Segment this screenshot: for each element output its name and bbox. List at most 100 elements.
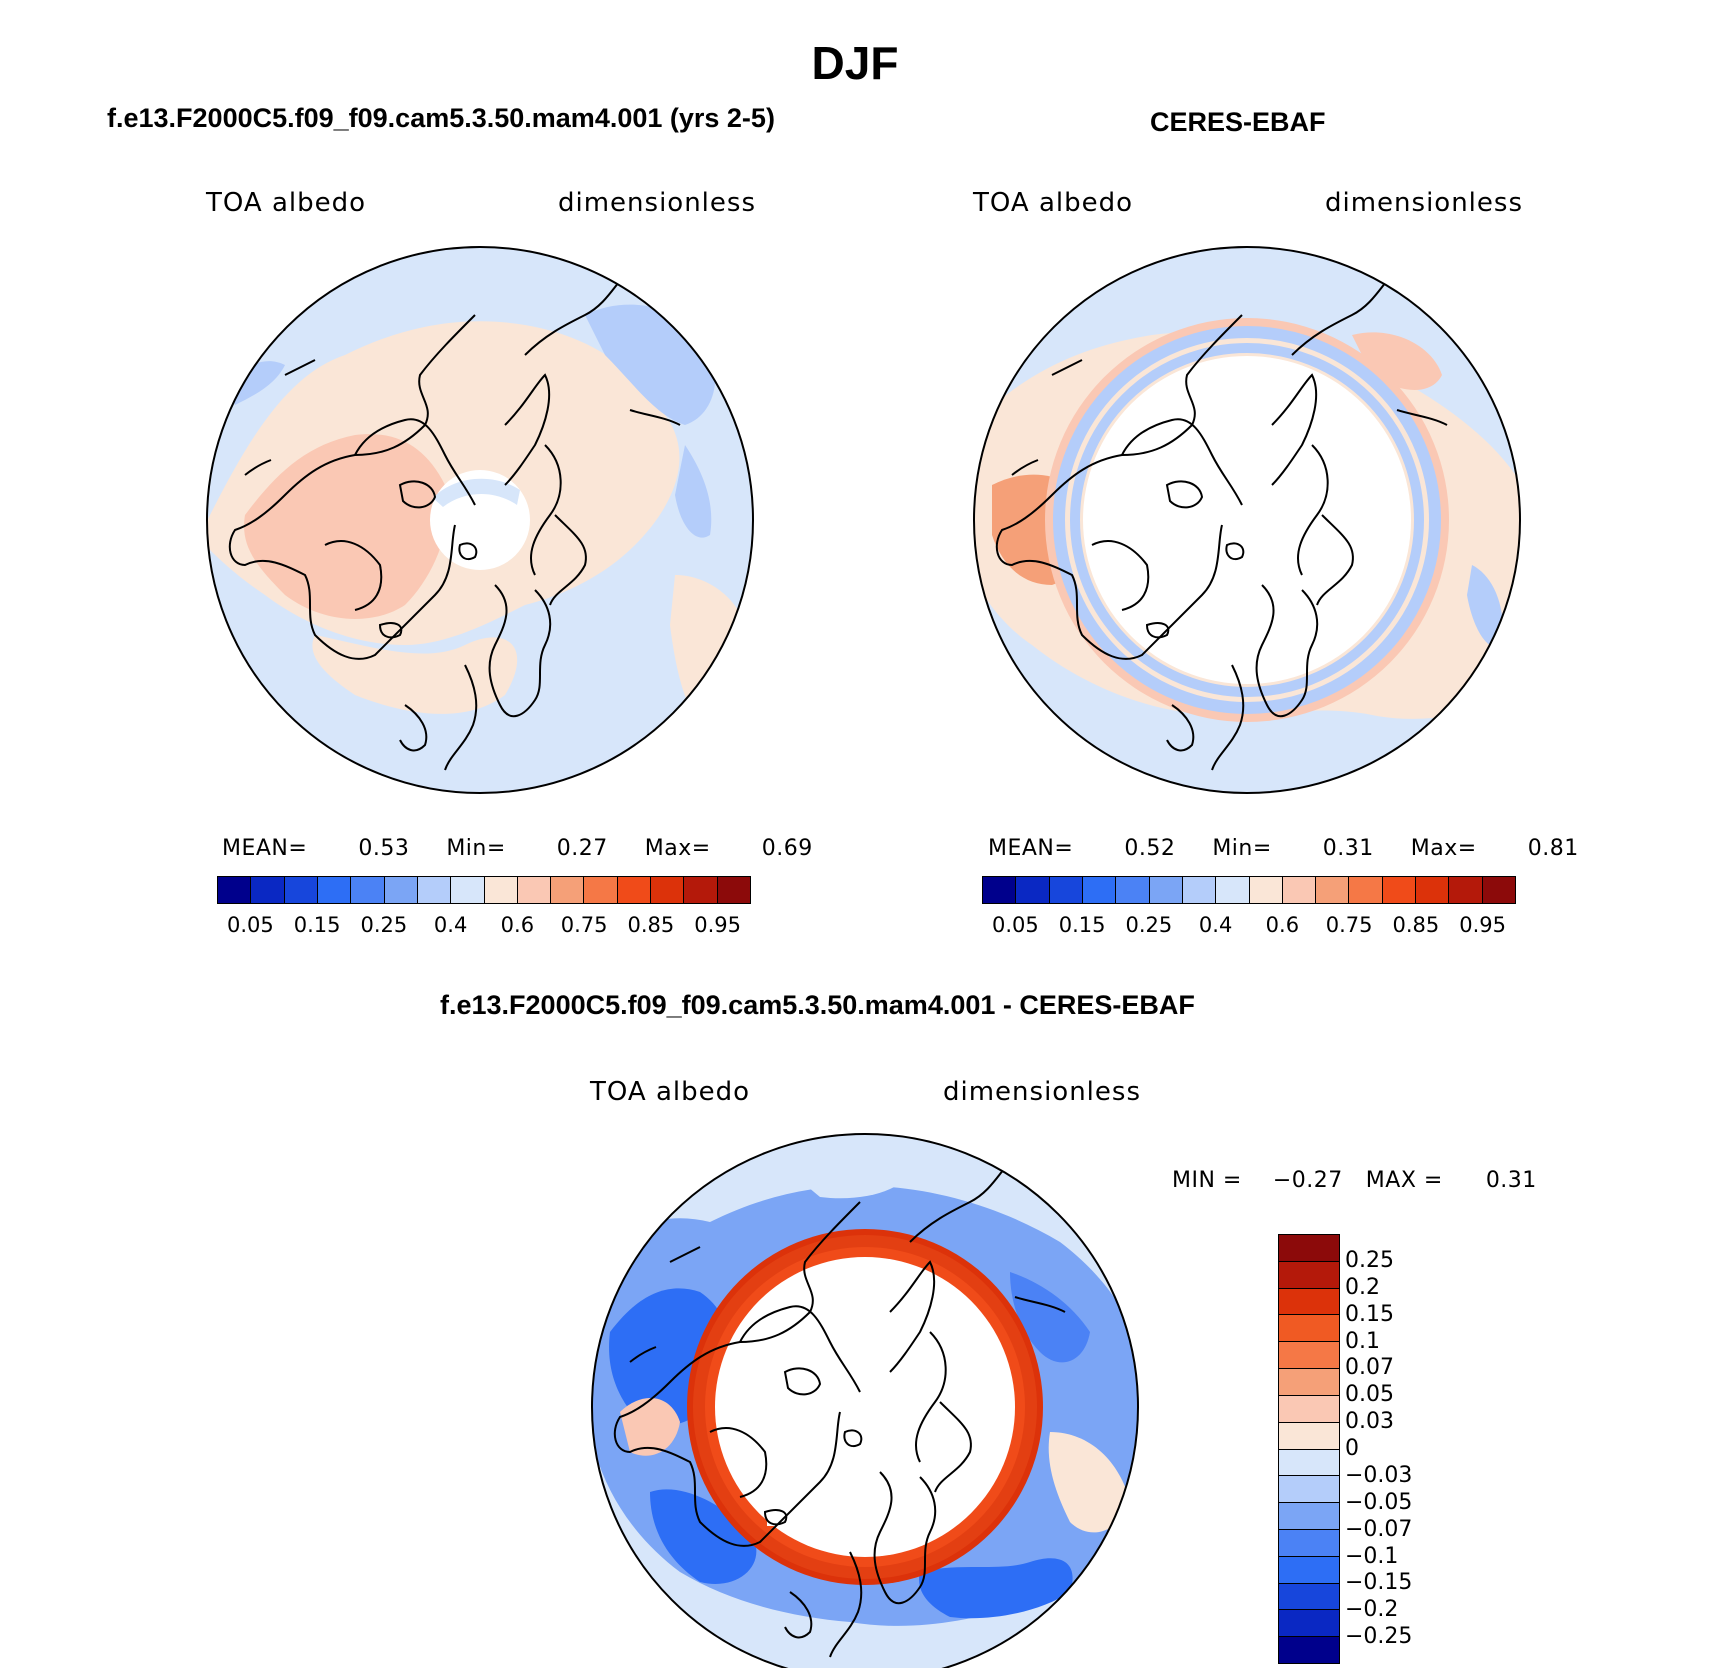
model-colorbar-bin	[251, 877, 285, 903]
diff-colorbar-bin	[1279, 1503, 1339, 1530]
diff-colorbar-tick: −0.03	[1345, 1462, 1413, 1488]
model-stats: MEAN= 0.53 Min= 0.27 Max= 0.69	[222, 836, 813, 861]
model-colorbar-bin	[317, 877, 352, 903]
model-colorbar-bin	[451, 877, 485, 903]
obs-colorbar-bin	[1382, 877, 1417, 903]
model-colorbar-bin	[417, 877, 452, 903]
model-colorbar-tick: 0.85	[627, 913, 675, 937]
model-colorbar-tick: 0.25	[360, 913, 408, 937]
diff-colorbar-bin	[1279, 1235, 1339, 1262]
diff-max-value: 0.31	[1485, 1168, 1537, 1193]
obs-colorbar-tick: 0.95	[1459, 913, 1506, 937]
model-panel-title: f.e13.F2000C5.f09_f09.cam5.3.50.mam4.001…	[107, 103, 775, 133]
diff-colorbar-bin	[1279, 1610, 1339, 1638]
obs-max-value: 0.81	[1527, 836, 1579, 861]
obs-colorbar-tick: 0.25	[1125, 913, 1173, 937]
model-colorbar-bin	[284, 877, 318, 903]
model-colorbar-bin	[218, 877, 252, 903]
diff-colorbar-tick: 0.07	[1345, 1355, 1394, 1381]
model-colorbar-bin	[351, 877, 385, 903]
model-colorbar-bin	[517, 877, 552, 903]
diff-colorbar	[1278, 1234, 1340, 1664]
model-mean-value: 0.53	[358, 836, 410, 861]
obs-colorbar-tick: 0.75	[1325, 913, 1373, 937]
diff-colorbar-tick: −0.05	[1345, 1489, 1413, 1515]
model-colorbar-bin	[484, 877, 518, 903]
diff-colorbar-bin	[1279, 1288, 1339, 1316]
diff-colorbar-tick: 0.03	[1345, 1409, 1394, 1435]
obs-stats: MEAN= 0.52 Min= 0.31 Max= 0.81	[988, 836, 1579, 861]
model-colorbar-tick: 0.95	[694, 913, 741, 937]
model-colorbar-bin	[551, 877, 585, 903]
model-colorbar-bin	[617, 877, 652, 903]
diff-colorbar-bin	[1279, 1422, 1339, 1450]
diff-panel-title: f.e13.F2000C5.f09_f09.cam5.3.50.mam4.001…	[440, 990, 1195, 1020]
diff-colorbar-tick: 0.15	[1345, 1301, 1394, 1327]
model-colorbar-tick: 0.75	[560, 913, 608, 937]
obs-colorbar-ticks: 0.05 0.15 0.25 0.4 0.6 0.75 0.85 0.95	[982, 913, 1516, 941]
obs-colorbar-bin	[1482, 877, 1515, 903]
model-colorbar-tick: 0.05	[226, 913, 274, 937]
diff-colorbar-tick: 0.1	[1345, 1328, 1380, 1354]
diff-colorbar-ticks: 0.25 0.2 0.15 0.1 0.07 0.05 0.03 0 −0.03 −0.05 −0.…	[1345, 1234, 1455, 1664]
obs-colorbar-tick: 0.05	[991, 913, 1039, 937]
obs-colorbar-bin	[1449, 877, 1483, 903]
diff-stats: MIN = −0.27 MAX = 0.31	[1172, 1168, 1537, 1193]
diff-variable-label: TOA albedo	[590, 1077, 751, 1107]
model-colorbar-bin	[651, 877, 685, 903]
diff-colorbar-bin	[1279, 1476, 1339, 1504]
model-colorbar-tick: 0.4	[433, 913, 468, 937]
diff-max-label: MAX =	[1365, 1168, 1443, 1193]
diff-colorbar-tick: 0.05	[1345, 1382, 1394, 1408]
obs-colorbar-bin	[1349, 877, 1383, 903]
diff-colorbar-tick: −0.25	[1345, 1624, 1413, 1650]
model-units-label: dimensionless	[558, 188, 756, 218]
obs-colorbar-tick: 0.6	[1265, 913, 1300, 937]
diff-colorbar-bin	[1279, 1261, 1339, 1289]
model-colorbar-tick: 0.6	[500, 913, 535, 937]
obs-panel-title: CERES-EBAF	[1150, 107, 1326, 137]
diff-colorbar-tick: −0.1	[1345, 1543, 1399, 1569]
model-colorbar-bin	[384, 877, 418, 903]
obs-colorbar-bin	[1082, 877, 1117, 903]
diff-colorbar-tick: 0.2	[1345, 1274, 1380, 1300]
diff-colorbar-bin	[1279, 1529, 1339, 1557]
obs-colorbar-tick: 0.4	[1198, 913, 1233, 937]
diff-colorbar-bin	[1279, 1556, 1339, 1584]
obs-max-label: Max=	[1410, 836, 1477, 861]
diff-colorbar-tick: −0.2	[1345, 1597, 1399, 1623]
obs-colorbar-bin	[1249, 877, 1283, 903]
diff-polar-map	[591, 1133, 1139, 1668]
model-mean-label: MEAN=	[222, 836, 308, 861]
diff-colorbar-bin	[1279, 1342, 1339, 1370]
obs-colorbar-tick: 0.85	[1392, 913, 1440, 937]
obs-min-value: 0.31	[1322, 836, 1374, 861]
diff-colorbar-tick: −0.15	[1345, 1570, 1413, 1596]
model-variable-label: TOA albedo	[206, 188, 367, 218]
obs-min-label: Min=	[1212, 836, 1272, 861]
model-colorbar-bin	[717, 877, 750, 903]
diff-colorbar-tick: 0	[1345, 1436, 1359, 1461]
obs-colorbar-bin	[1116, 877, 1150, 903]
diff-colorbar-bin	[1279, 1395, 1339, 1423]
model-colorbar	[217, 876, 751, 904]
diff-colorbar-bin	[1279, 1449, 1339, 1477]
model-colorbar-bin	[584, 877, 618, 903]
obs-colorbar-bin	[1216, 877, 1250, 903]
diff-colorbar-bin	[1279, 1637, 1339, 1663]
obs-colorbar-bin	[1316, 877, 1350, 903]
obs-colorbar	[982, 876, 1516, 904]
diff-colorbar-tick: −0.07	[1345, 1516, 1413, 1542]
obs-colorbar-bin	[1416, 877, 1450, 903]
obs-units-label: dimensionless	[1325, 188, 1523, 218]
model-min-label: Min=	[446, 836, 506, 861]
obs-colorbar-bin	[1049, 877, 1083, 903]
figure-title: DJF	[811, 37, 899, 89]
diff-colorbar-bin	[1279, 1315, 1339, 1343]
obs-variable-label: TOA albedo	[973, 188, 1134, 218]
obs-colorbar-bin	[1149, 877, 1183, 903]
obs-polar-map	[973, 246, 1521, 794]
model-colorbar-ticks: 0.05 0.15 0.25 0.4 0.6 0.75 0.85 0.95	[217, 913, 751, 941]
model-colorbar-tick: 0.15	[293, 913, 341, 937]
model-min-value: 0.27	[556, 836, 608, 861]
